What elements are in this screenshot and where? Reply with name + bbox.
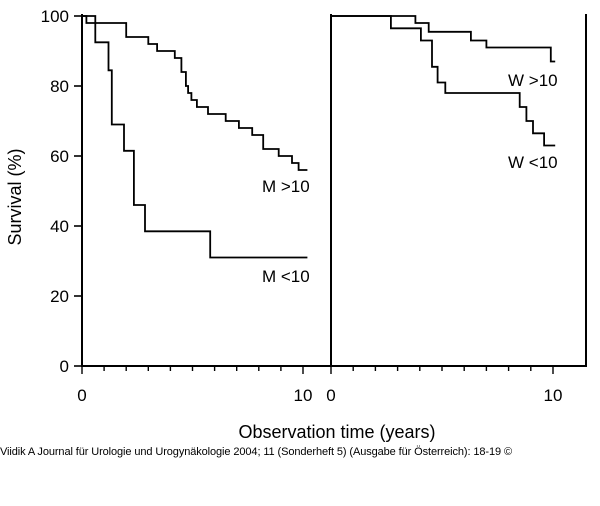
x-axis-title: Observation time (years) <box>238 422 435 442</box>
panel-2-x-tick-label-0: 0 <box>326 386 335 405</box>
panel-1-x-tick-label-10: 10 <box>294 386 313 405</box>
y-tick-label-40: 40 <box>50 217 69 236</box>
panel-2-x-tick-label-10: 10 <box>544 386 563 405</box>
image-caption: Viidik A Journal für Urologie und Urogyn… <box>0 446 512 458</box>
panel-1-curve-label-2: M <10 <box>262 267 310 286</box>
panel-2-curve-1 <box>331 15 556 63</box>
y-axis-title: Survival (%) <box>5 148 25 245</box>
panel-2-curve-label-1: W >10 <box>508 71 558 90</box>
y-tick-label-80: 80 <box>50 77 69 96</box>
panel-1-curve-1 <box>82 15 308 171</box>
panel-1-curve-label-1: M >10 <box>262 177 310 196</box>
y-tick-label-0: 0 <box>60 357 69 376</box>
panel-2-curve-label-2: W <10 <box>508 153 558 172</box>
y-tick-label-100: 100 <box>41 7 69 26</box>
panel-2-curve-2 <box>331 15 556 147</box>
panel-1-curve-2 <box>82 15 308 259</box>
chart-curves <box>82 15 556 259</box>
y-tick-label-60: 60 <box>50 147 69 166</box>
y-tick-label-20: 20 <box>50 287 69 306</box>
chart-labels: M >10 M <10 W >10 W <10 <box>262 71 558 286</box>
panel-1-x-tick-label-0: 0 <box>77 386 86 405</box>
